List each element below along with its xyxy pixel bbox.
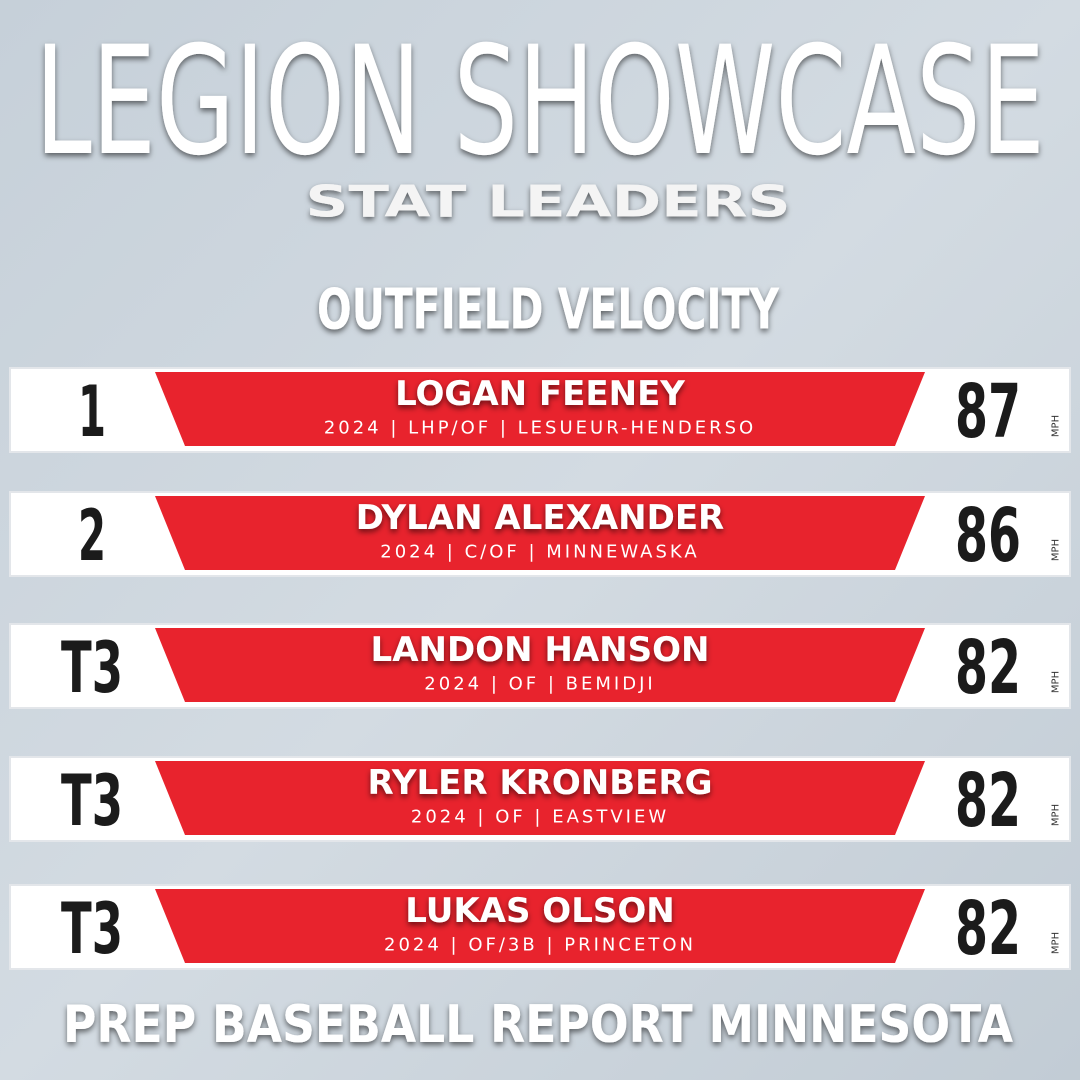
rank: T3 xyxy=(61,627,123,709)
name-banner xyxy=(155,496,925,570)
leader-row: T3 LANDON HANSON 2024 | OF | BEMIDJI 82 MPH xyxy=(9,623,1071,711)
unit: MPH xyxy=(1051,804,1062,826)
velocity: 82 xyxy=(955,758,1021,844)
subtitle: STAT LEADERS xyxy=(306,177,791,228)
player-info: 2024 | OF | EASTVIEW xyxy=(411,807,669,828)
player-name: DYLAN ALEXANDER xyxy=(356,498,724,538)
player-name: RYLER KRONBERG xyxy=(368,763,713,803)
unit: MPH xyxy=(1051,671,1062,693)
player-info: 2024 | OF | BEMIDJI xyxy=(424,674,655,695)
leader-row: 2 DYLAN ALEXANDER 2024 | C/OF | MINNEWASKA… xyxy=(9,491,1071,579)
player-name: LOGAN FEENEY xyxy=(395,374,685,414)
rank: 2 xyxy=(78,495,106,577)
name-banner xyxy=(155,889,925,963)
leader-row: T3 RYLER KRONBERG 2024 | OF | EASTVIEW 82 MP… xyxy=(9,756,1071,844)
category: OUTFIELD VELOCITY xyxy=(317,278,780,343)
player-info: 2024 | LHP/OF | LESUEUR-HENDERSO xyxy=(324,418,756,439)
unit: MPH xyxy=(1051,415,1062,437)
name-banner xyxy=(155,761,925,835)
velocity: 86 xyxy=(955,493,1021,579)
name-banner xyxy=(155,372,925,446)
name-banner xyxy=(155,628,925,702)
velocity: 82 xyxy=(955,625,1021,711)
title: LEGION SHOWCASE xyxy=(35,15,1045,189)
unit: MPH xyxy=(1051,539,1062,561)
player-name: LANDON HANSON xyxy=(371,630,710,670)
rank: T3 xyxy=(61,760,123,842)
leader-row: T3 LUKAS OLSON 2024 | OF/3B | PRINCETON 82 M… xyxy=(9,884,1071,972)
player-info: 2024 | C/OF | MINNEWASKA xyxy=(380,542,699,563)
velocity: 87 xyxy=(955,369,1021,455)
rank: T3 xyxy=(61,888,123,970)
leader-rows: 1 LOGAN FEENEY 2024 | LHP/OF | LESUEUR-HEN… xyxy=(9,367,1071,972)
player-name: LUKAS OLSON xyxy=(405,891,674,931)
unit: MPH xyxy=(1051,932,1062,954)
rank: 1 xyxy=(78,371,106,453)
footer: PREP BASEBALL REPORT MINNESOTA xyxy=(63,995,1013,1055)
velocity: 82 xyxy=(955,886,1021,972)
player-info: 2024 | OF/3B | PRINCETON xyxy=(384,935,696,956)
leader-row: 1 LOGAN FEENEY 2024 | LHP/OF | LESUEUR-HEN… xyxy=(9,367,1071,455)
